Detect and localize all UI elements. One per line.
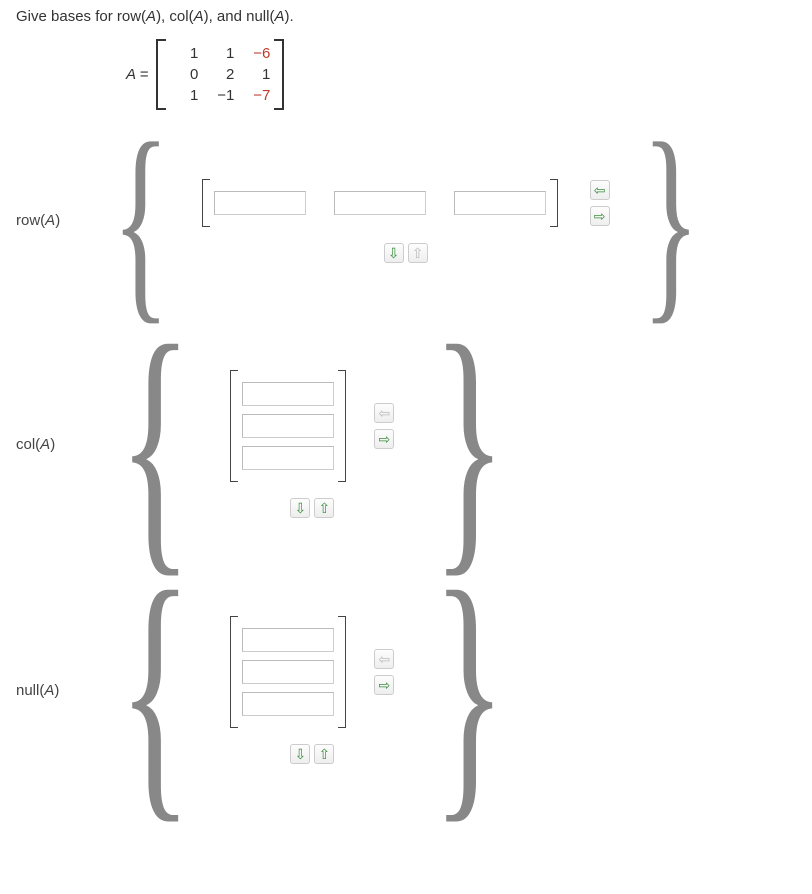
- null-input-1[interactable]: [242, 628, 334, 652]
- left-brace: {: [118, 339, 192, 549]
- matrix-cell: 1: [166, 43, 202, 64]
- right-brace: }: [641, 138, 699, 303]
- row-input-2[interactable]: [334, 191, 426, 215]
- row-group: row(A) { ⇦ ⇨ ⇩ ⇧: [16, 138, 796, 303]
- left-brace: {: [118, 585, 192, 795]
- q-a2: A: [194, 8, 204, 25]
- right-brace: }: [433, 339, 507, 549]
- col-remove-row-icon[interactable]: ⇧: [314, 498, 334, 518]
- matrix-cell: 1: [202, 43, 238, 64]
- row-input-1[interactable]: [214, 191, 306, 215]
- col-group: col(A) { ⇦ ⇨ ⇩ ⇧: [16, 339, 796, 549]
- null-remove-vector-icon[interactable]: ⇦: [374, 649, 394, 669]
- matrix-cell: 2: [202, 64, 238, 85]
- col-add-row-icon[interactable]: ⇩: [290, 498, 310, 518]
- row-input-3[interactable]: [454, 191, 546, 215]
- col-input-2[interactable]: [242, 414, 334, 438]
- null-label: null(A): [16, 682, 88, 699]
- add-row-vector-icon[interactable]: ⇨: [590, 206, 610, 226]
- row-add-col-icon[interactable]: ⇩: [384, 243, 404, 263]
- row-remove-col-icon[interactable]: ⇧: [408, 243, 428, 263]
- col-label: col(A): [16, 436, 88, 453]
- matrix-cell: 1: [238, 64, 274, 85]
- col-remove-vector-icon[interactable]: ⇦: [374, 403, 394, 423]
- row-label: row(A): [16, 212, 88, 229]
- q-mid2: ), and null(: [204, 8, 275, 25]
- col-input-1[interactable]: [242, 382, 334, 406]
- question-text: Give bases for row(A), col(A), and null(…: [16, 8, 796, 25]
- matrix-cell: 0: [166, 64, 202, 85]
- matrix-cell: 1: [166, 85, 202, 106]
- q-a1: A: [146, 8, 156, 25]
- q-prefix: Give bases for row(: [16, 8, 146, 25]
- null-group: null(A) { ⇦ ⇨ ⇩ ⇧: [16, 585, 796, 795]
- matrix-cell: −6: [238, 43, 274, 64]
- null-input-3[interactable]: [242, 692, 334, 716]
- right-brace: }: [433, 585, 507, 795]
- q-mid1: ), col(: [156, 8, 194, 25]
- null-add-vector-icon[interactable]: ⇨: [374, 675, 394, 695]
- col-add-vector-icon[interactable]: ⇨: [374, 429, 394, 449]
- left-brace: {: [112, 138, 170, 303]
- null-vector: [230, 616, 346, 728]
- matrix-cell: −7: [238, 85, 274, 106]
- q-suffix: ).: [284, 8, 293, 25]
- matrix-A: 11−60211−1−7: [156, 39, 284, 110]
- col-vector: [230, 370, 346, 482]
- row-vector: [202, 179, 558, 227]
- matrix-cell: −1: [202, 85, 238, 106]
- q-a3: A: [274, 8, 284, 25]
- remove-row-vector-icon[interactable]: ⇦: [590, 180, 610, 200]
- null-remove-row-icon[interactable]: ⇧: [314, 744, 334, 764]
- null-input-2[interactable]: [242, 660, 334, 684]
- matrix-label: A =: [126, 66, 148, 83]
- col-input-3[interactable]: [242, 446, 334, 470]
- null-add-row-icon[interactable]: ⇩: [290, 744, 310, 764]
